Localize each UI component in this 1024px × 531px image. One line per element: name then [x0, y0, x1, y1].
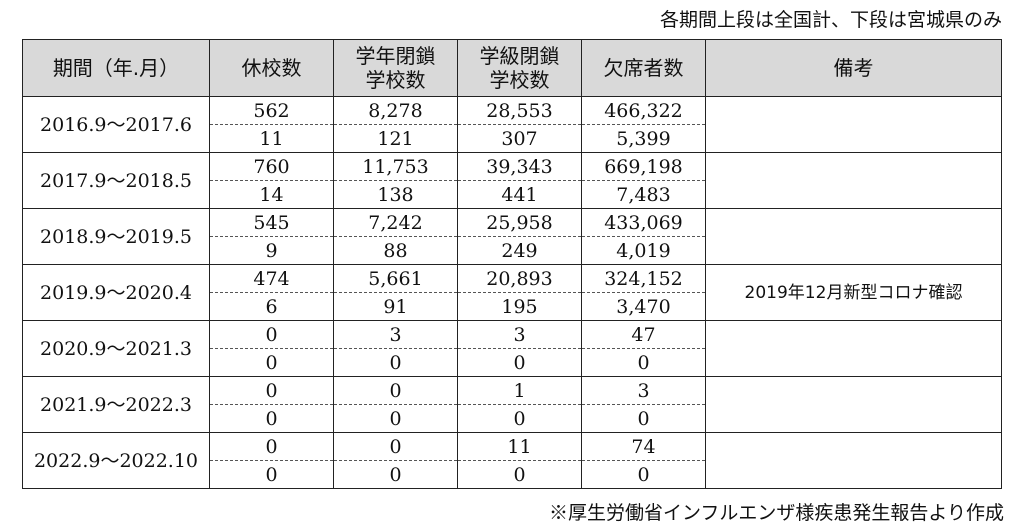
influenza-closure-table: 期間（年.月） 休校数 学年閉鎖 学校数 学級閉鎖 学校数 欠席者数 備考 2016… — [22, 39, 1002, 489]
period-cell: 2021.9～2022.3 — [22, 376, 210, 433]
miyagi-class-cell: 195 — [457, 292, 582, 321]
national-closed-cell: 562 — [209, 96, 334, 125]
remark-cell — [705, 432, 1002, 489]
national-absent-cell: 466,322 — [581, 96, 706, 125]
miyagi-grade-cell: 91 — [333, 292, 458, 321]
national-grade-cell: 3 — [333, 320, 458, 349]
national-closed-cell: 474 — [209, 264, 334, 293]
national-closed-cell: 760 — [209, 152, 334, 181]
miyagi-absent-cell: 0 — [581, 460, 706, 489]
table-row-miyagi: 0 0 0 0 — [23, 404, 1002, 433]
national-grade-cell: 0 — [333, 376, 458, 405]
table-header-row: 期間（年.月） 休校数 学年閉鎖 学校数 学級閉鎖 学校数 欠席者数 備考 — [22, 39, 1002, 97]
header-grade-closures-label: 学年閉鎖 学校数 — [355, 44, 436, 92]
national-closed-cell: 0 — [209, 376, 334, 405]
miyagi-closed-cell: 11 — [209, 124, 334, 153]
header-class-closures: 学級閉鎖 学校数 — [457, 39, 582, 97]
miyagi-class-cell: 249 — [457, 236, 582, 265]
period-cell: 2018.9～2019.5 — [22, 208, 210, 265]
miyagi-closed-cell: 0 — [209, 404, 334, 433]
national-grade-cell: 8,278 — [333, 96, 458, 125]
miyagi-absent-cell: 0 — [581, 348, 706, 377]
national-grade-cell: 5,661 — [333, 264, 458, 293]
miyagi-closed-cell: 14 — [209, 180, 334, 209]
national-class-cell: 28,553 — [457, 96, 582, 125]
national-absent-cell: 669,198 — [581, 152, 706, 181]
miyagi-grade-cell: 88 — [333, 236, 458, 265]
national-absent-cell: 3 — [581, 376, 706, 405]
national-absent-cell: 74 — [581, 432, 706, 461]
national-grade-cell: 11,753 — [333, 152, 458, 181]
header-absentees: 欠席者数 — [581, 39, 706, 97]
remark-cell — [705, 152, 1002, 209]
national-closed-cell: 545 — [209, 208, 334, 237]
miyagi-class-cell: 0 — [457, 348, 582, 377]
table-row-miyagi: 0 0 0 0 — [23, 348, 1002, 377]
miyagi-grade-cell: 0 — [333, 460, 458, 489]
miyagi-grade-cell: 0 — [333, 348, 458, 377]
remark-cell — [705, 320, 1002, 377]
remark-cell — [705, 96, 1002, 153]
table-row-miyagi: 9 88 249 4,019 — [23, 236, 1002, 265]
miyagi-grade-cell: 0 — [333, 404, 458, 433]
remark-cell: 2019年12月新型コロナ確認 — [705, 264, 1002, 321]
table-row-national: 2018.9～2019.5 545 7,242 25,958 433,069 — [22, 208, 1002, 265]
period-cell: 2016.9～2017.6 — [22, 96, 210, 153]
source-note: ※厚生労働省インフルエンザ様疾患発生報告より作成 — [548, 502, 1004, 524]
header-grade-closures: 学年閉鎖 学校数 — [333, 39, 458, 97]
table-row-national: 2017.9～2018.5 760 11,753 39,343 669,198 — [22, 152, 1002, 209]
table-row-national: 2016.9～2017.6 562 8,278 28,553 466,322 — [22, 96, 1002, 153]
national-class-cell: 39,343 — [457, 152, 582, 181]
miyagi-grade-cell: 138 — [333, 180, 458, 209]
miyagi-absent-cell: 5,399 — [581, 124, 706, 153]
national-absent-cell: 47 — [581, 320, 706, 349]
national-class-cell: 1 — [457, 376, 582, 405]
header-remarks: 備考 — [705, 39, 1002, 97]
header-note: 各期間上段は全国計、下段は宮城県のみ — [659, 9, 1002, 31]
national-class-cell: 3 — [457, 320, 582, 349]
period-cell: 2019.9～2020.4 — [22, 264, 210, 321]
table-row-national: 2021.9～2022.3 0 0 1 3 — [22, 376, 1002, 433]
national-absent-cell: 324,152 — [581, 264, 706, 293]
miyagi-class-cell: 0 — [457, 404, 582, 433]
table-row-national: 2019.9～2020.4 474 5,661 20,893 324,152 2… — [22, 264, 1002, 321]
national-closed-cell: 0 — [209, 432, 334, 461]
table-row-national: 2020.9～2021.3 0 3 3 47 — [22, 320, 1002, 377]
miyagi-grade-cell: 121 — [333, 124, 458, 153]
national-class-cell: 20,893 — [457, 264, 582, 293]
miyagi-closed-cell: 0 — [209, 460, 334, 489]
miyagi-closed-cell: 9 — [209, 236, 334, 265]
national-grade-cell: 0 — [333, 432, 458, 461]
remark-cell — [705, 208, 1002, 265]
period-cell: 2022.9～2022.10 — [22, 432, 210, 489]
period-cell: 2020.9～2021.3 — [22, 320, 210, 377]
national-class-cell: 25,958 — [457, 208, 582, 237]
period-cell: 2017.9～2018.5 — [22, 152, 210, 209]
miyagi-closed-cell: 0 — [209, 348, 334, 377]
national-class-cell: 11 — [457, 432, 582, 461]
table-row-miyagi: 6 91 195 3,470 — [23, 292, 1002, 321]
table-row-miyagi: 14 138 441 7,483 — [23, 180, 1002, 209]
miyagi-class-cell: 441 — [457, 180, 582, 209]
national-grade-cell: 7,242 — [333, 208, 458, 237]
miyagi-absent-cell: 7,483 — [581, 180, 706, 209]
miyagi-absent-cell: 3,470 — [581, 292, 706, 321]
miyagi-class-cell: 307 — [457, 124, 582, 153]
national-closed-cell: 0 — [209, 320, 334, 349]
miyagi-absent-cell: 0 — [581, 404, 706, 433]
header-period: 期間（年.月） — [22, 39, 210, 97]
national-absent-cell: 433,069 — [581, 208, 706, 237]
table-row-national: 2022.9～2022.10 0 0 11 74 — [22, 432, 1002, 489]
miyagi-class-cell: 0 — [457, 460, 582, 489]
remark-cell — [705, 376, 1002, 433]
header-closed-schools: 休校数 — [209, 39, 334, 97]
miyagi-closed-cell: 6 — [209, 292, 334, 321]
header-class-closures-label: 学級閉鎖 学校数 — [479, 44, 560, 92]
miyagi-absent-cell: 4,019 — [581, 236, 706, 265]
table-row-miyagi: 0 0 0 0 — [23, 460, 1002, 489]
table-row-miyagi: 11 121 307 5,399 — [23, 124, 1002, 153]
